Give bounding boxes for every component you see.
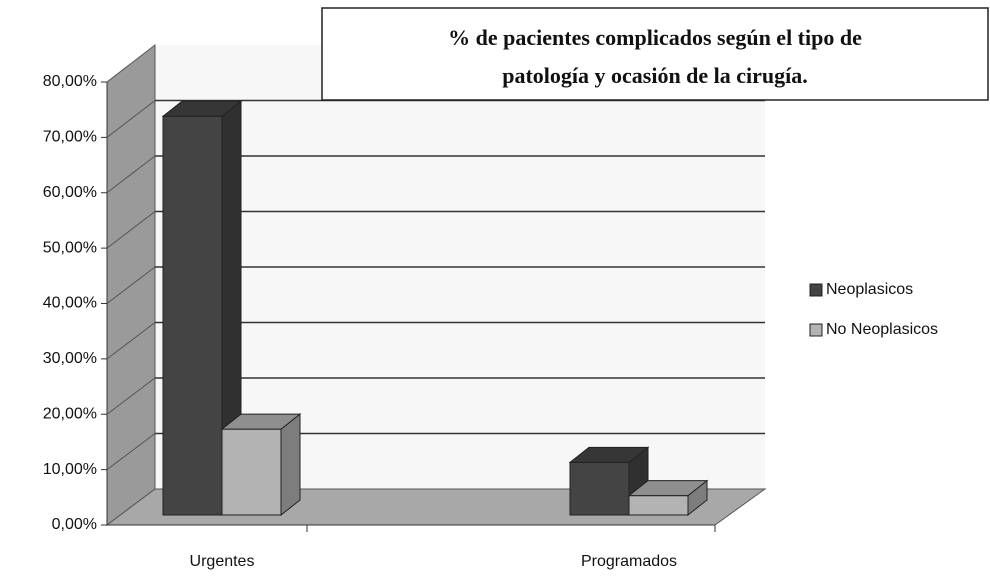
grid-line <box>106 322 156 360</box>
legend-label: Neoplasicos <box>826 281 913 298</box>
grid-line <box>106 211 156 249</box>
x-tick-label: Urgentes <box>190 553 255 570</box>
title-box <box>321 7 989 101</box>
x-tick-label: Programados <box>581 553 677 570</box>
bar <box>220 413 302 517</box>
y-tick-label: 30,00% <box>43 350 97 367</box>
grid-line <box>106 266 156 304</box>
bar <box>627 479 709 517</box>
bar-face <box>627 480 709 497</box>
y-tick-label: 0,00% <box>52 516 97 533</box>
y-tick-label: 70,00% <box>43 129 97 146</box>
grid-line <box>106 155 156 194</box>
bar-face <box>161 100 243 117</box>
chart-title: % de pacientes complicados según el tipo… <box>448 25 862 50</box>
y-tick-label: 10,00% <box>43 461 97 478</box>
bar-face <box>220 413 302 430</box>
y-tick-label: 40,00% <box>43 295 97 312</box>
legend-label: No Neoplasicos <box>826 321 938 338</box>
grid-line <box>106 433 156 471</box>
legend-swatch <box>809 323 823 337</box>
bar-face <box>162 115 223 516</box>
y-tick-label: 50,00% <box>43 239 97 256</box>
y-tick-label: 20,00% <box>43 405 97 422</box>
chart-title: patología y ocasión de la cirugía. <box>502 63 808 88</box>
bar-face <box>280 413 301 517</box>
y-tick-label: 80,00% <box>43 73 97 90</box>
bar-face <box>221 428 282 516</box>
bar <box>161 100 243 517</box>
bar-face <box>568 446 650 463</box>
legend-swatch <box>809 283 823 297</box>
y-tick-label: 60,00% <box>43 184 97 201</box>
grid-line <box>106 377 156 415</box>
bar-face <box>628 495 689 516</box>
grid-line <box>106 100 156 138</box>
bar-face <box>569 461 630 516</box>
